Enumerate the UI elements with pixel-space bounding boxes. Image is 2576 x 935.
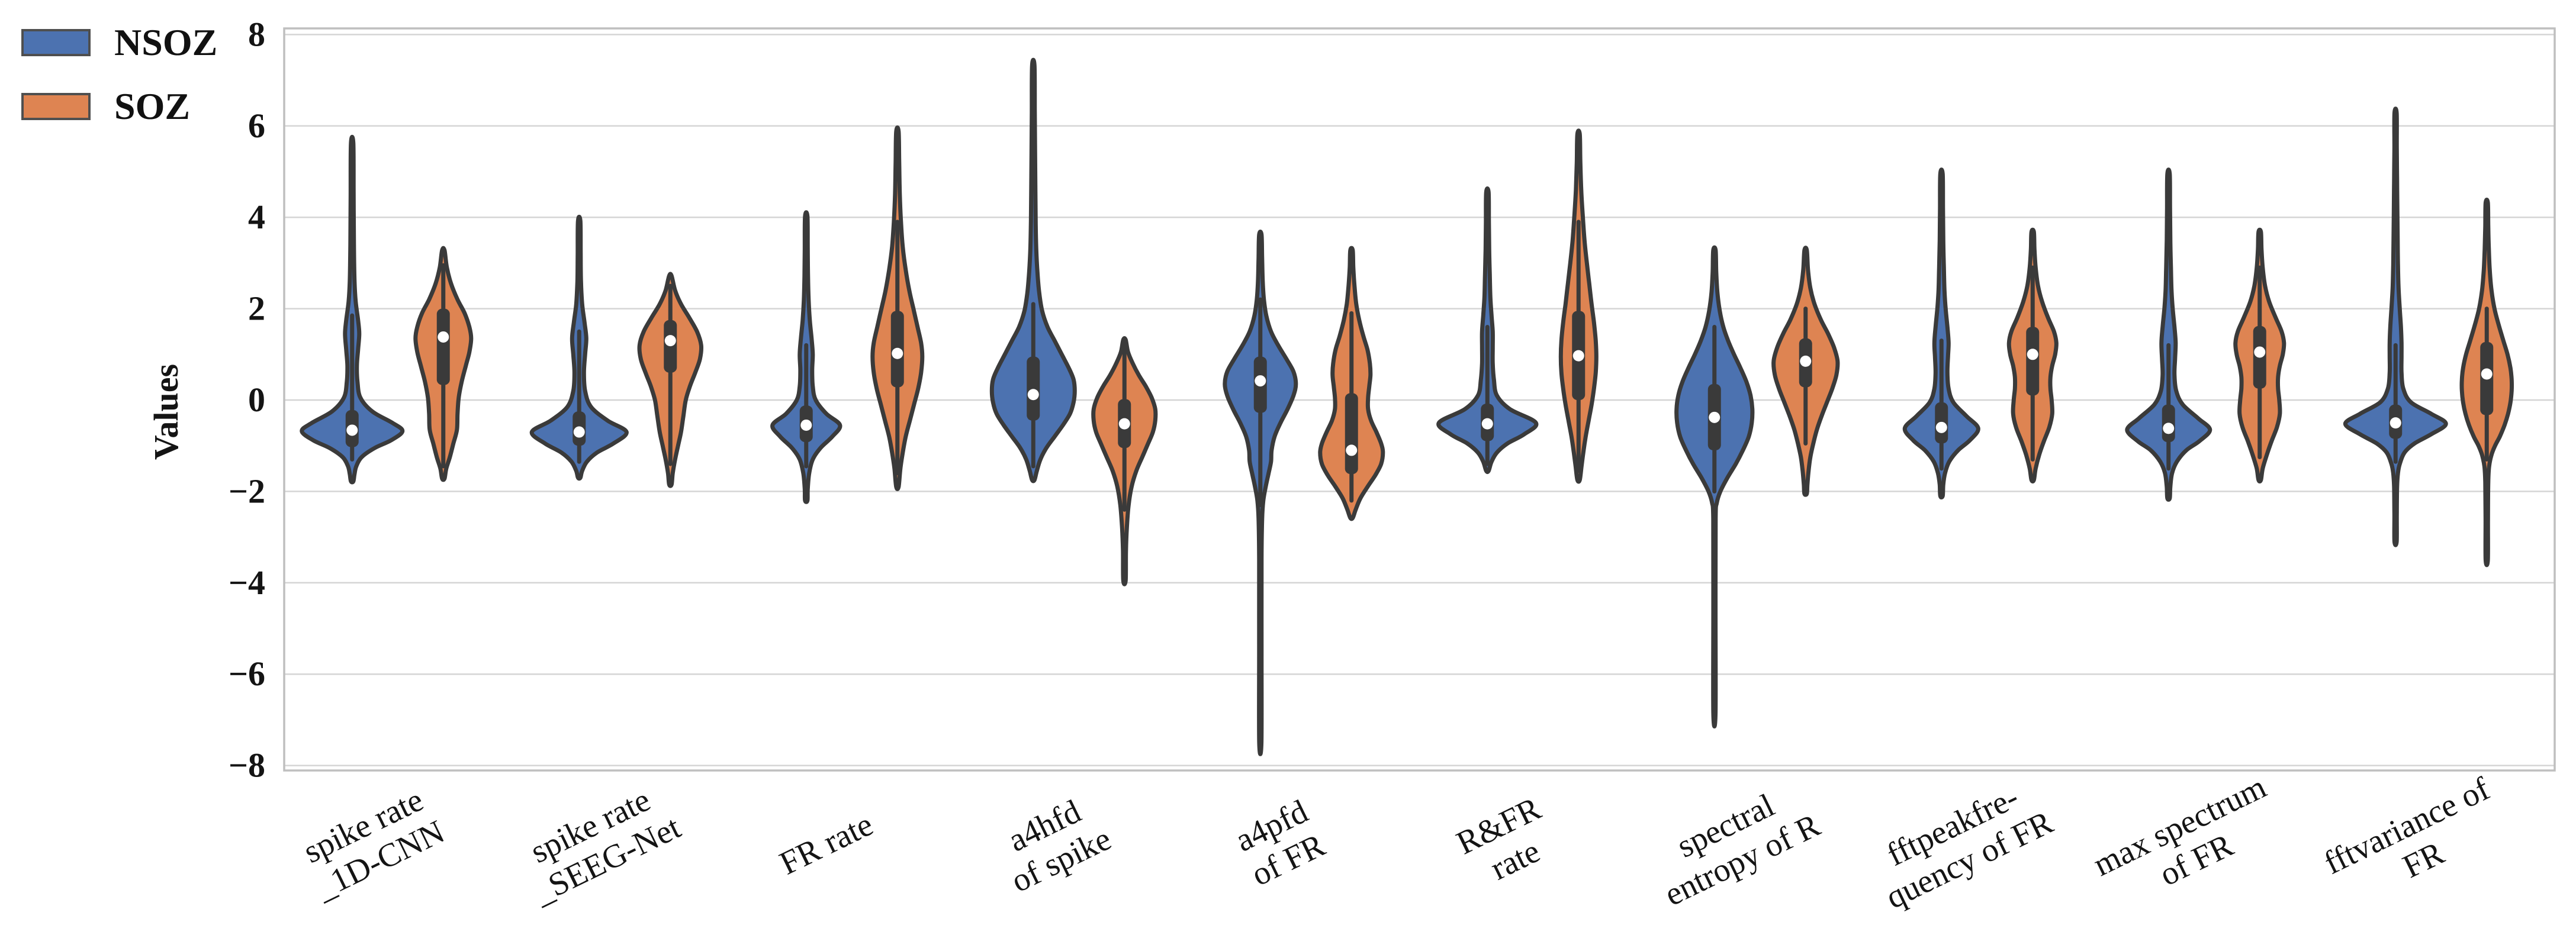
violin-soz-0-median-dot [438,331,449,343]
violin-nsoz-1 [529,214,629,481]
violin-nsoz-5 [1436,186,1539,474]
violin-nsoz-7-median-dot [1935,421,1947,433]
x-tick-label-1: spike rate_SEEG-Net [525,782,687,912]
x-tick-label-7: fftpeakfre-quency of FR [1880,779,2059,916]
violin-nsoz-3 [989,57,1077,483]
violin-soz-3-median-dot [1118,418,1130,430]
y-tick-label: −2 [229,472,265,510]
violin-nsoz-5-median-dot [1481,418,1493,430]
violin-nsoz-0-body [300,134,405,485]
violin-nsoz-3-body [989,57,1077,483]
legend-label-soz: SOZ [114,85,191,127]
y-tick-label: 8 [248,15,265,53]
violin-nsoz-9 [2343,107,2448,547]
violin-soz-6 [1771,246,1840,497]
violin-nsoz-8 [2125,167,2212,502]
violin-soz-2-median-dot [892,347,903,359]
violin-nsoz-6 [1674,245,1755,729]
x-tick-label-0: spike rate_1D-CNN [298,782,450,907]
violin-nsoz-3-median-dot [1027,389,1039,401]
violin-nsoz-8-body [2125,167,2212,502]
violin-soz-0 [413,246,474,482]
violin-soz-4 [1318,246,1385,521]
legend-item-nsoz: NSOZ [21,24,217,62]
violin-nsoz-7 [1902,167,1980,499]
x-tick-line: FR rate [774,806,879,882]
legend-swatch-nsoz [21,29,91,56]
violin-soz-7 [2006,227,2059,483]
violin-soz-5 [1558,128,1599,484]
violin-nsoz-9-median-dot [2390,417,2401,429]
violin-soz-2 [870,125,925,492]
violin-soz-1-median-dot [664,335,676,347]
legend-swatch-soz [21,93,91,120]
violin-nsoz-1-median-dot [573,426,585,438]
plot-frame [283,27,2556,772]
violin-soz-0-box [436,308,450,385]
violin-soz-4-box [1345,393,1358,475]
violin-soz-7-box [2026,327,2040,396]
violin-nsoz-3-box [1027,356,1040,421]
y-axis-label: Values [147,364,185,460]
violin-soz-6-median-dot [1800,355,1812,367]
violin-nsoz-4 [1223,229,1298,756]
violin-soz-3 [1091,336,1158,586]
violin-nsoz-7-body [1902,167,1980,499]
violin-soz-1 [637,272,704,488]
violin-soz-9 [2459,197,2514,568]
violin-nsoz-0-median-dot [346,424,358,436]
violin-nsoz-8-median-dot [2163,423,2175,434]
y-tick-label: 0 [248,381,265,419]
x-tick-label-2: FR rate [774,806,879,882]
y-tick-label: 4 [248,198,265,236]
violin-soz-8-median-dot [2254,346,2266,358]
violin-nsoz-4-median-dot [1255,375,1266,387]
violin-soz-1-box [664,320,677,373]
y-tick-label: 2 [248,289,265,328]
legend-label-nsoz: NSOZ [114,21,218,63]
violin-soz-7-median-dot [2027,349,2038,360]
violin-nsoz-0 [300,134,405,485]
violin-nsoz-6-median-dot [1709,411,1720,423]
y-tick-label: −8 [229,746,265,785]
legend: NSOZ SOZ [21,24,217,125]
y-tick-label: −4 [229,563,265,602]
violin-nsoz-2-median-dot [800,419,812,431]
violin-nsoz-9-body [2343,107,2448,547]
legend-item-soz: SOZ [21,88,217,125]
violin-soz-9-median-dot [2481,368,2493,380]
violin-soz-5-median-dot [1572,350,1584,362]
violin-soz-8 [2233,227,2286,483]
violin-nsoz-2 [770,210,842,504]
y-tick-label: 6 [248,107,265,145]
violin-soz-4-median-dot [1346,444,1358,456]
y-tick-label: −6 [229,654,265,693]
